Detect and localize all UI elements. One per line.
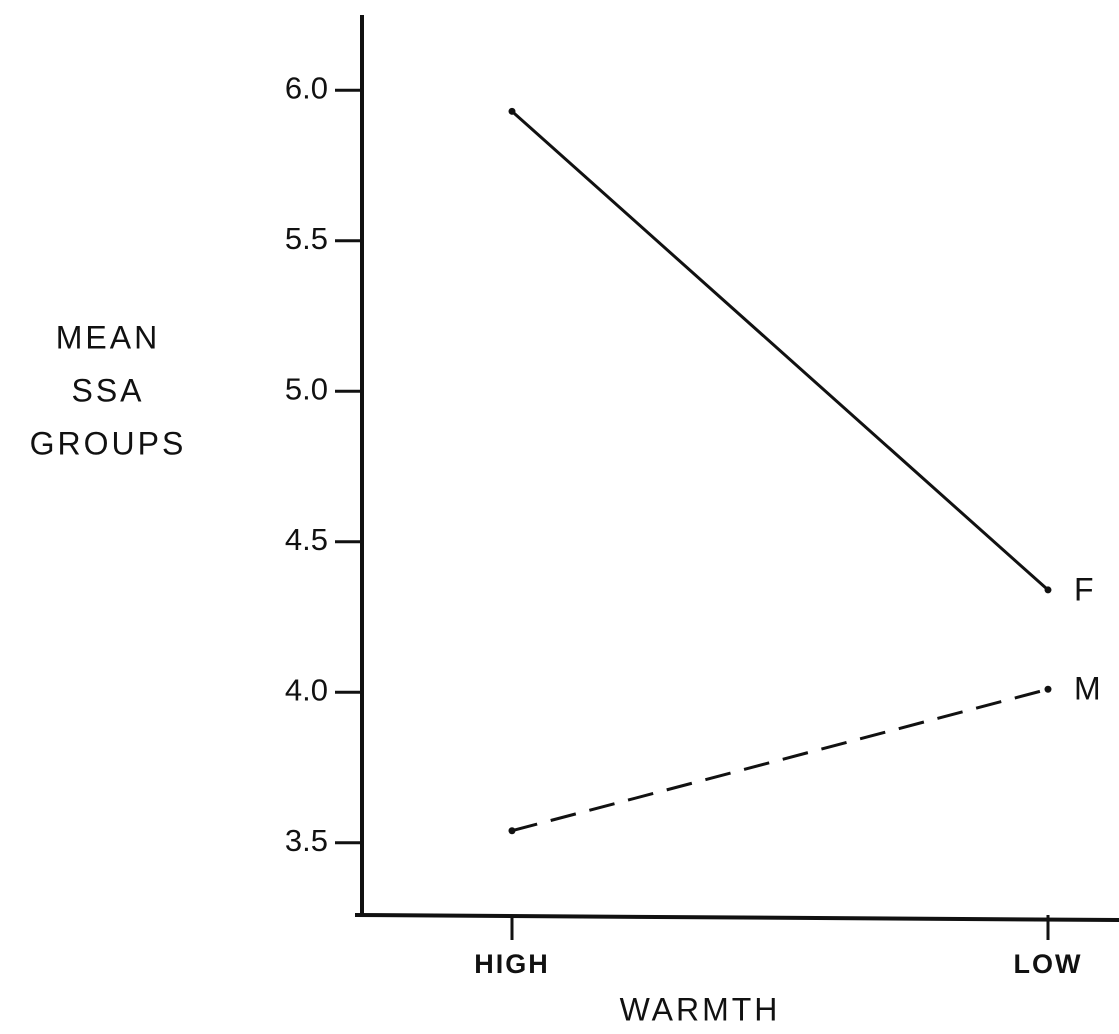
- y-tick-label: 6.0: [285, 70, 328, 105]
- y-axis-label: GROUPS: [30, 425, 187, 461]
- point: [508, 827, 516, 835]
- point: [1044, 586, 1052, 594]
- series-line: [511, 687, 1049, 833]
- x-axis-label: WARMTH: [620, 991, 781, 1027]
- series-label: F: [1074, 571, 1094, 607]
- y-axis-label: MEAN: [56, 319, 160, 355]
- series-label: M: [1074, 671, 1101, 707]
- x-tick-label: LOW: [1014, 949, 1083, 979]
- series-line: [511, 110, 1049, 592]
- y-tick-label: 4.5: [285, 522, 328, 557]
- y-tick-label: 3.5: [285, 823, 328, 858]
- y-tick-label: 5.5: [285, 221, 328, 256]
- point: [1044, 685, 1052, 693]
- y-tick-label: 5.0: [285, 371, 328, 406]
- x-axis: [354, 913, 1119, 922]
- y-axis-label: SSA: [71, 372, 144, 408]
- x-tick-label: HIGH: [474, 949, 550, 979]
- point: [508, 107, 516, 115]
- y-tick-label: 4.0: [285, 672, 328, 707]
